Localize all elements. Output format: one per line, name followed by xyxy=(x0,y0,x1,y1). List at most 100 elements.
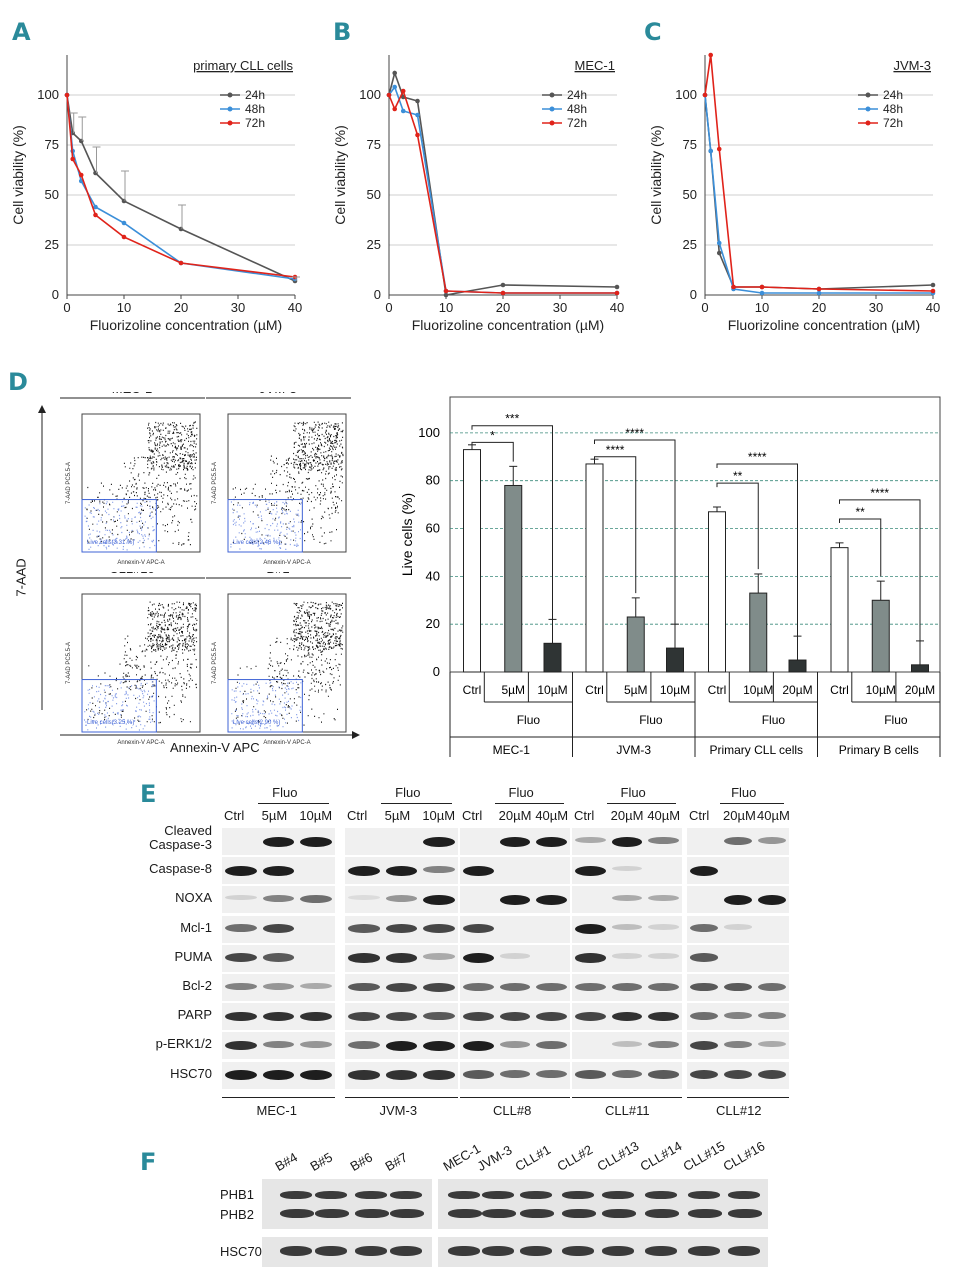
blot-band xyxy=(758,894,786,905)
sig-label: **** xyxy=(748,450,767,464)
legend-label: 48h xyxy=(245,102,265,116)
panel-label-e: E xyxy=(140,780,157,808)
blot-band xyxy=(688,1246,720,1256)
blot-strip xyxy=(345,944,458,972)
lane-label: Ctrl xyxy=(347,808,368,823)
sig-bracket xyxy=(594,456,637,594)
data-point xyxy=(759,284,765,290)
x-tick-label: 40 xyxy=(288,300,302,315)
blot-strip xyxy=(262,1237,432,1267)
blot-band xyxy=(611,894,643,902)
blot-strip xyxy=(572,974,682,1001)
sig-label: ** xyxy=(855,505,865,519)
blot-band xyxy=(348,894,380,901)
y-axis-label: Cell viability (%) xyxy=(332,125,348,225)
blot-band xyxy=(758,836,786,844)
data-point xyxy=(415,132,420,138)
x-tick-label: 10 xyxy=(755,300,769,315)
legend-marker xyxy=(227,106,233,112)
blot-band xyxy=(536,894,567,905)
x-tick-label: 40 xyxy=(926,300,940,315)
line-chart-jvm3: 0 25 50 75 100 0 10 20 30 40 Fluorizoline concentr… xyxy=(648,52,940,333)
blot-strip xyxy=(572,1032,682,1060)
blot-strip xyxy=(222,857,335,885)
blot-band xyxy=(348,982,380,991)
group-label: MEC-1 xyxy=(493,743,531,757)
legend-marker xyxy=(865,120,871,126)
fluo-rule xyxy=(495,803,565,804)
plot-frame xyxy=(449,396,941,673)
blot-band xyxy=(463,1040,494,1051)
blot-band xyxy=(423,1011,455,1021)
blot-underline xyxy=(222,1096,335,1098)
blot-strip xyxy=(460,886,570,914)
lane-label: 40µM xyxy=(647,808,681,823)
legend-label: 48h xyxy=(567,102,587,116)
data-point xyxy=(78,172,84,178)
blot-band xyxy=(348,1070,380,1080)
blot-strip xyxy=(345,915,458,943)
fluo-rule xyxy=(719,803,784,804)
bar xyxy=(788,659,807,673)
y-tick-label: 25 xyxy=(45,237,59,252)
blot-row-label: PHB1 xyxy=(220,1187,254,1202)
blot-strip xyxy=(460,828,570,855)
blot-band xyxy=(536,1040,567,1049)
data-point xyxy=(178,260,184,266)
blot-strip xyxy=(222,974,335,1001)
blot-band xyxy=(225,1070,257,1081)
data-point xyxy=(708,148,713,154)
blot-band xyxy=(690,1070,718,1080)
sig-bracket xyxy=(716,482,759,570)
blot-strip xyxy=(687,944,789,972)
bar-label: 10µM xyxy=(660,683,690,697)
bar-label: Ctrl xyxy=(830,683,849,697)
blot-band xyxy=(390,1191,422,1199)
bar-label: 10µM xyxy=(537,683,567,697)
blot-underline xyxy=(460,1096,570,1098)
legend-label: 24h xyxy=(567,88,587,102)
bar xyxy=(504,484,523,673)
blot-band xyxy=(562,1191,594,1199)
blot-band xyxy=(300,1011,332,1022)
blot-band xyxy=(648,1070,679,1079)
x-tick-label: 10 xyxy=(439,300,453,315)
data-point xyxy=(500,290,506,296)
flow-live-events xyxy=(231,681,302,731)
blot-strip xyxy=(687,974,789,1001)
panel-label-d: D xyxy=(8,368,28,396)
live-gate xyxy=(227,679,303,733)
flow-y-axis-label: 7-AAD xyxy=(13,558,29,597)
blot-band xyxy=(611,1040,643,1047)
blot-band xyxy=(536,982,567,991)
y-tick-label: 75 xyxy=(683,137,697,152)
lane-label: B#6 xyxy=(347,1149,376,1174)
data-point xyxy=(121,220,127,226)
x-axis-label: Fluorizoline concentration (µM) xyxy=(90,317,282,333)
blot-band xyxy=(499,836,531,847)
data-point xyxy=(816,290,822,296)
blot-band xyxy=(348,924,380,933)
flow-events xyxy=(234,601,344,726)
sig-label: **** xyxy=(625,426,644,440)
blot-band xyxy=(645,1191,677,1199)
data-point xyxy=(759,290,765,296)
lane-label: CLL#15 xyxy=(680,1138,728,1174)
group-label: Primary B cells xyxy=(839,743,919,757)
flow-title: JVM-3 xyxy=(259,392,297,396)
group-label: JVM-3 xyxy=(616,743,651,757)
blot-band xyxy=(300,1070,332,1081)
blot-band xyxy=(520,1246,552,1256)
blot-band xyxy=(688,1191,720,1199)
blot-band xyxy=(423,1040,455,1051)
blot-row-label: HSC70 xyxy=(220,1244,262,1259)
blot-band xyxy=(448,1246,480,1256)
blot-strip xyxy=(438,1237,768,1267)
small-x-label: Annexin-V APC-A xyxy=(117,560,164,566)
blot-band xyxy=(575,836,606,843)
flow-events xyxy=(86,601,198,724)
blot-band xyxy=(499,982,531,991)
blot-band xyxy=(499,894,531,905)
blot-band xyxy=(648,894,679,902)
blot-strip xyxy=(460,1061,570,1089)
